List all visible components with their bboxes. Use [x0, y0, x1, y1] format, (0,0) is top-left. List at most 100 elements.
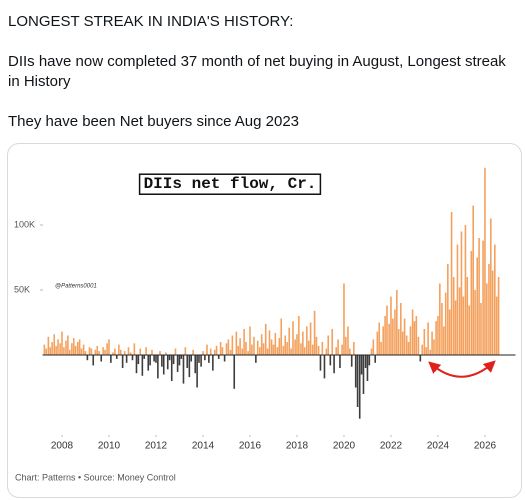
x-tick-label: 2012: [145, 441, 168, 452]
bar: [153, 355, 155, 362]
bar: [241, 348, 244, 355]
bar: [376, 331, 379, 355]
bar: [256, 340, 259, 355]
bar: [129, 352, 132, 355]
bar: [272, 344, 275, 355]
bar: [347, 326, 349, 355]
bar: [225, 343, 228, 355]
bar: [55, 345, 57, 355]
bar: [208, 355, 210, 363]
bar: [133, 343, 136, 355]
bar: [353, 342, 355, 355]
bar: [364, 355, 367, 368]
bar: [388, 323, 390, 355]
bar: [368, 355, 371, 366]
bar: [53, 334, 56, 355]
bar: [141, 355, 144, 376]
bar: [149, 355, 151, 366]
bar: [358, 355, 361, 419]
bar: [423, 329, 426, 355]
bar: [125, 355, 128, 363]
bar: [86, 355, 89, 361]
bar: [280, 318, 283, 355]
bar: [435, 321, 437, 355]
bar: [276, 347, 279, 355]
bar: [274, 332, 277, 355]
bar: [497, 277, 500, 355]
bar: [82, 344, 85, 355]
bar: [437, 316, 439, 355]
bar: [61, 331, 63, 355]
bar: [243, 329, 245, 355]
bar: [448, 309, 451, 355]
annotation: @Patterns0001: [55, 284, 97, 290]
bar: [90, 348, 93, 355]
bar: [196, 355, 198, 388]
bar: [47, 336, 50, 355]
bar: [317, 345, 320, 355]
bar: [478, 238, 480, 355]
bar: [157, 355, 159, 379]
bar: [74, 345, 77, 355]
x-tick-label: 2010: [98, 441, 121, 452]
bar: [192, 349, 194, 355]
bar: [491, 270, 494, 355]
bar: [104, 349, 106, 355]
bar: [345, 336, 347, 355]
bar: [217, 355, 220, 359]
bar: [407, 342, 410, 355]
bar: [49, 347, 52, 355]
bar: [454, 300, 457, 355]
bar: [417, 336, 420, 355]
y-tick-label: 50K: [14, 284, 30, 294]
bar: [227, 339, 230, 355]
post-paragraph: DIIs have now completed 37 month of net …: [8, 53, 506, 90]
bar: [65, 340, 67, 355]
bar: [319, 355, 322, 371]
bar: [278, 338, 281, 355]
x-tick-label: 2008: [51, 441, 74, 452]
bar: [431, 331, 433, 355]
bar: [184, 347, 187, 355]
bar: [245, 342, 247, 355]
bar: [400, 303, 402, 355]
bar: [96, 345, 99, 355]
bar: [137, 355, 140, 365]
bar: [168, 355, 171, 361]
bar: [337, 339, 339, 355]
bar: [284, 335, 287, 355]
bar: [253, 336, 255, 355]
bar: [51, 342, 53, 355]
bar: [264, 323, 267, 355]
bar: [190, 355, 193, 362]
bar: [464, 225, 467, 355]
x-tick-label: 2020: [333, 441, 356, 452]
bar: [155, 355, 157, 363]
bar: [139, 348, 142, 355]
bar: [384, 316, 386, 355]
bar: [302, 331, 304, 355]
x-tick-label: 2016: [239, 441, 262, 452]
x-tick-label: 2024: [427, 441, 450, 452]
bar: [405, 335, 408, 355]
bar: [313, 310, 316, 355]
bar: [401, 331, 404, 355]
bar: [78, 339, 81, 355]
bar: [198, 355, 200, 363]
bar: [143, 355, 146, 359]
bar: [415, 316, 418, 355]
bar: [323, 355, 326, 379]
chart-title: DIIs net flow, Cr.: [144, 175, 317, 193]
bar: [300, 343, 302, 355]
bar: [92, 355, 95, 366]
chart: DIIs net flow, Cr. @Patterns0001 Chart: …: [14, 167, 516, 482]
bar: [72, 338, 75, 355]
bar: [327, 335, 330, 355]
bar: [247, 351, 249, 355]
bar: [194, 355, 197, 374]
bar: [370, 348, 373, 355]
bar: [433, 339, 435, 355]
bar: [213, 349, 216, 355]
bar: [178, 355, 181, 366]
bar: [229, 349, 232, 355]
